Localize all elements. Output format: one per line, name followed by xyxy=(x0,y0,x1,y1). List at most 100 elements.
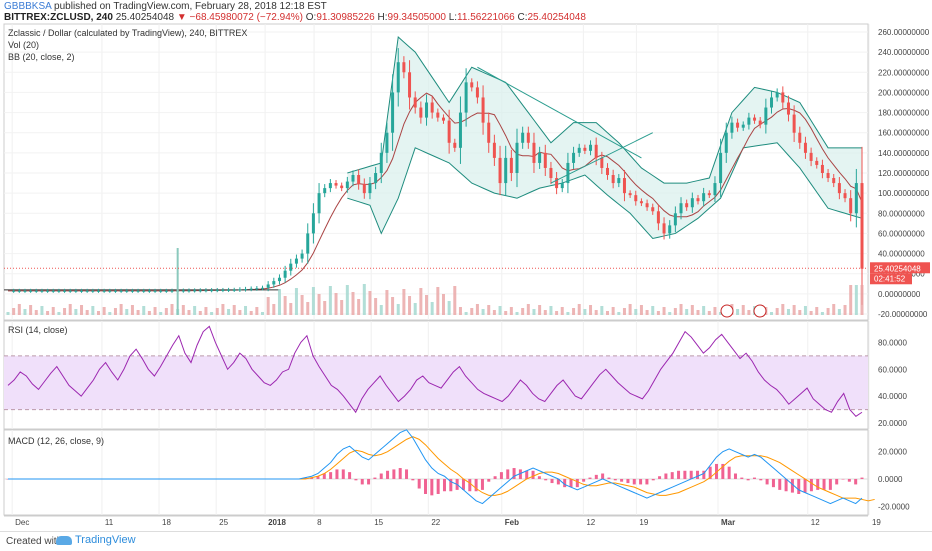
macd-histogram-bar xyxy=(677,470,681,479)
volume-bar xyxy=(227,309,231,315)
volume-bar xyxy=(668,312,672,315)
macd-y-tick-label: -20.0000 xyxy=(878,502,910,511)
macd-histogram-bar xyxy=(537,476,541,479)
candle-body xyxy=(628,193,632,196)
candle-body xyxy=(549,167,553,179)
y-tick-label: 160.00000000 xyxy=(878,129,930,138)
candle-body xyxy=(662,223,666,234)
y-tick-label: 80.00000000 xyxy=(878,209,925,218)
volume-bar xyxy=(85,310,89,315)
candle-body xyxy=(261,287,265,289)
candle-body xyxy=(181,290,185,292)
tradingview-logo-icon xyxy=(56,535,72,545)
candle-body xyxy=(396,62,400,93)
candle-body xyxy=(860,183,864,269)
macd-histogram-bar xyxy=(531,470,535,479)
volume-bar xyxy=(617,312,621,315)
volume-bar xyxy=(357,299,361,315)
volume-bar xyxy=(639,305,643,315)
candle-body xyxy=(34,290,38,292)
chart-canvas[interactable]: Dec 11 18 25 2018 8 15 22 Feb 12 19 Mar 12 19 260.0000… xyxy=(0,0,932,531)
macd-histogram-bar xyxy=(828,478,832,490)
us-flag-icon xyxy=(753,304,767,318)
candle-body xyxy=(374,173,378,184)
volume-bar xyxy=(317,294,321,315)
volume-bar xyxy=(362,284,366,315)
candle-body xyxy=(713,183,717,196)
candle-body xyxy=(730,122,734,133)
candle-body xyxy=(210,290,214,292)
volume-bar xyxy=(809,311,813,315)
macd-histogram-bar xyxy=(373,477,377,479)
volume-bar xyxy=(521,308,525,315)
volume-bar xyxy=(719,312,723,315)
volume-bar xyxy=(441,294,445,315)
volume-bar xyxy=(6,312,10,315)
x-tick-label: 19 xyxy=(639,518,648,527)
author-link[interactable]: GBBBKSA xyxy=(4,1,52,12)
candle-body xyxy=(425,102,429,118)
volume-bar xyxy=(798,310,802,315)
volume-bar xyxy=(702,306,706,315)
volume-bar xyxy=(611,307,615,315)
tradingview-brand-text: TradingView xyxy=(75,534,136,546)
candle-body xyxy=(526,132,530,143)
tradingview-brand[interactable]: TradingView xyxy=(56,534,136,546)
low-value: 11.56221066 xyxy=(457,12,515,23)
candle-body xyxy=(419,107,423,118)
macd-histogram-bar xyxy=(335,469,339,479)
volume-bar xyxy=(385,290,389,315)
candle-body xyxy=(815,160,819,165)
candle-body xyxy=(204,290,208,292)
macd-histogram-bar xyxy=(468,478,472,492)
volume-bar xyxy=(447,301,451,315)
volume-bar xyxy=(419,288,423,315)
candle-body xyxy=(402,62,406,73)
macd-histogram-bar xyxy=(696,470,700,479)
candle-body xyxy=(538,152,542,163)
last-price: 25.40254048 xyxy=(115,12,175,23)
volume-bar xyxy=(210,312,214,315)
candle-body xyxy=(300,253,304,259)
candle-body xyxy=(566,162,570,184)
macd-histogram-bar xyxy=(442,478,446,492)
volume-bar xyxy=(374,298,378,315)
volume-bar xyxy=(555,311,559,315)
candle-body xyxy=(498,157,502,184)
macd-histogram-bar xyxy=(518,469,522,479)
volume-bar xyxy=(204,307,208,315)
macd-histogram-bar xyxy=(727,466,731,479)
us-flag-icon xyxy=(720,304,734,318)
candle-body xyxy=(17,290,21,292)
macd-histogram-bar xyxy=(607,477,611,479)
countdown-tag xyxy=(870,273,912,285)
volume-bar xyxy=(656,311,660,315)
candle-body xyxy=(51,290,55,292)
macd-histogram-bar xyxy=(651,478,655,481)
volume-bar xyxy=(238,310,242,315)
volume-bar xyxy=(549,306,553,315)
price-change: ▼ −68.45980072 (−72.94%) xyxy=(176,12,303,23)
volume-bar xyxy=(51,307,55,315)
trendline-2 xyxy=(550,132,653,184)
macd-histogram-bar xyxy=(360,478,364,485)
volume-bar xyxy=(781,304,785,315)
macd-histogram-bar xyxy=(379,473,383,479)
candle-body xyxy=(328,183,332,189)
volume-bar xyxy=(215,308,219,315)
candle-body xyxy=(668,225,672,234)
volume-bar xyxy=(515,312,519,315)
y-tick-label: 260.00000000 xyxy=(878,28,930,37)
candle-body xyxy=(475,87,479,98)
volume-bar xyxy=(29,305,33,315)
macd-histogram-bar xyxy=(658,476,662,479)
rsi-y-tick-label: 20.0000 xyxy=(878,419,907,428)
candle-body xyxy=(80,290,84,292)
macd-histogram-bar xyxy=(752,477,756,479)
candle-body xyxy=(798,132,802,143)
candle-body xyxy=(753,117,757,121)
macd-histogram-bar xyxy=(746,478,750,481)
y-tick-label: 0.00000000 xyxy=(878,290,921,299)
x-tick-label: Dec xyxy=(15,518,29,527)
volume-bar xyxy=(130,305,134,315)
